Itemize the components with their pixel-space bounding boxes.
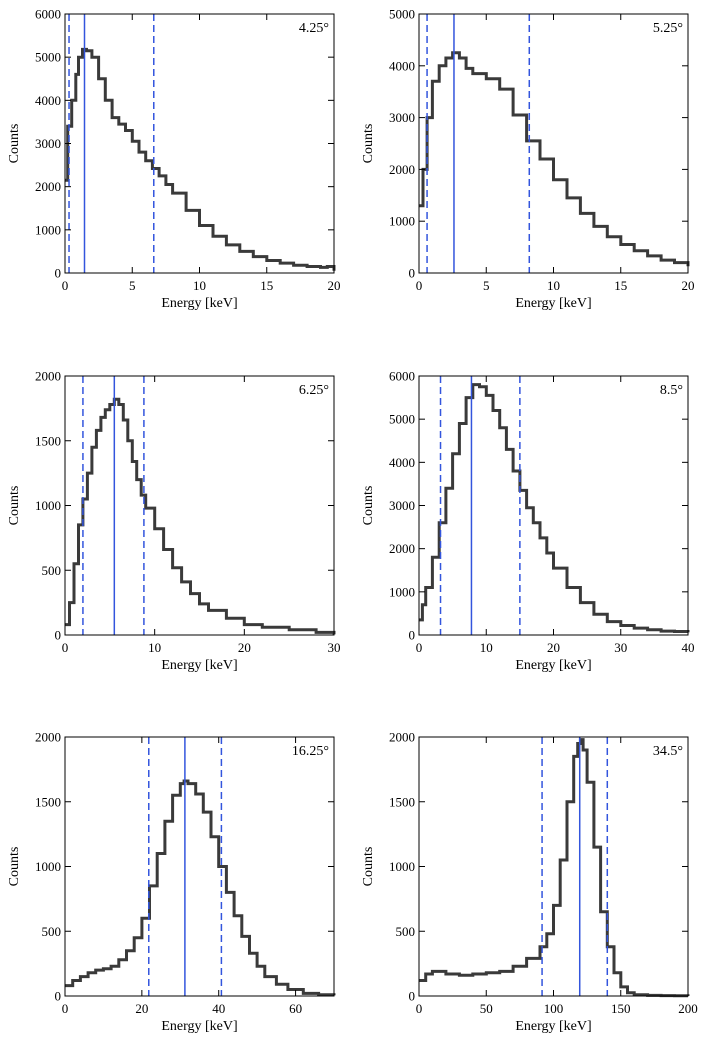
spectrum-line-4: [419, 383, 690, 633]
y-tick-label: 1000: [389, 584, 415, 599]
y-tick-label: 500: [42, 924, 62, 939]
x-axis-title: Energy [keV]: [161, 1019, 237, 1034]
spectrum-line-1: [65, 47, 336, 271]
y-tick-label: 500: [42, 563, 62, 578]
x-axis-title: Energy [keV]: [515, 1019, 591, 1034]
y-tick-label: 2000: [35, 730, 61, 745]
x-tick-label: 20: [135, 1001, 148, 1016]
x-tick-label: 150: [611, 1001, 631, 1016]
x-axis-title: Energy [keV]: [515, 296, 591, 311]
x-tick-label: 0: [416, 278, 423, 293]
x-tick-label: 0: [62, 1001, 69, 1016]
y-tick-label: 5000: [35, 50, 61, 65]
x-tick-label: 40: [212, 1001, 225, 1016]
y-tick-label: 5000: [389, 412, 415, 427]
y-tick-label: 0: [409, 628, 416, 643]
y-tick-label: 3000: [35, 136, 61, 151]
y-tick-label: 1500: [35, 433, 61, 448]
spectrum-line-6: [419, 738, 690, 998]
panel-angle-label: 8.5°: [660, 383, 683, 398]
chart-panel-5: 0 20 40 60 0 500 1000 1500 2000 Energy [keV] Count…: [7, 730, 336, 1034]
chart-panel-4: 0 10 20 30 40 0 1000 2000 3000 4000 5000 6000 Energy…: [361, 369, 695, 674]
x-tick-label: 20: [328, 278, 341, 293]
y-tick-label: 1000: [35, 222, 61, 237]
panel-angle-label: 34.5°: [653, 744, 683, 759]
y-tick-label: 0: [55, 628, 62, 643]
y-tick-label: 5000: [389, 7, 415, 22]
x-tick-label: 20: [238, 640, 251, 655]
x-tick-label: 0: [416, 640, 423, 655]
y-tick-label: 2000: [389, 730, 415, 745]
y-tick-label: 3000: [389, 110, 415, 125]
y-tick-label: 1000: [35, 498, 61, 513]
y-tick-label: 500: [396, 924, 416, 939]
chart-panel-1: 0 5 10 15 20 0 1000 2000 3000 4000 5000 6000 Energy …: [7, 7, 341, 312]
y-tick-label: 2000: [389, 541, 415, 556]
y-tick-label: 1500: [389, 794, 415, 809]
y-tick-label: 3000: [389, 498, 415, 513]
x-tick-label: 50: [480, 1001, 493, 1016]
y-tick-label: 2000: [35, 369, 61, 384]
panel-angle-label: 16.25°: [292, 744, 329, 759]
y-axis-title: Counts: [361, 847, 376, 887]
x-axis-title: Energy [keV]: [161, 296, 237, 311]
chart-panel-3: 0 10 20 30 0 500 1000 1500 2000 Energy [keV] Count…: [7, 369, 341, 674]
x-tick-label: 40: [682, 640, 695, 655]
x-tick-label: 30: [328, 640, 341, 655]
y-axis-title: Counts: [361, 486, 376, 526]
y-tick-label: 6000: [35, 7, 61, 22]
y-tick-label: 0: [409, 266, 416, 281]
y-tick-label: 1000: [389, 859, 415, 874]
y-tick-label: 0: [409, 989, 416, 1004]
panel-angle-label: 4.25°: [299, 21, 329, 36]
x-tick-label: 15: [260, 278, 273, 293]
y-axis-title: Counts: [7, 847, 22, 887]
y-tick-label: 6000: [389, 369, 415, 384]
x-axis-title: Energy [keV]: [161, 658, 237, 673]
x-tick-label: 100: [544, 1001, 564, 1016]
x-tick-label: 5: [483, 278, 490, 293]
x-tick-label: 20: [682, 278, 695, 293]
axes-frame: [418, 375, 689, 636]
panel-angle-label: 6.25°: [299, 383, 329, 398]
y-axis-title: Counts: [7, 124, 22, 164]
y-axis-title: Counts: [7, 486, 22, 526]
y-tick-label: 1000: [35, 859, 61, 874]
axes-frame: [418, 736, 689, 997]
x-tick-label: 15: [614, 278, 627, 293]
y-tick-label: 0: [55, 266, 62, 281]
y-tick-label: 1000: [389, 214, 415, 229]
x-tick-label: 30: [614, 640, 627, 655]
x-tick-label: 60: [289, 1001, 302, 1016]
x-tick-label: 10: [148, 640, 161, 655]
y-axis-title: Counts: [361, 124, 376, 164]
x-tick-label: 0: [416, 1001, 423, 1016]
y-tick-label: 0: [55, 989, 62, 1004]
panel-angle-label: 5.25°: [653, 21, 683, 36]
spectrum-line-3: [65, 397, 336, 635]
y-tick-label: 4000: [389, 58, 415, 73]
axes-frame: [64, 13, 335, 274]
x-tick-label: 5: [129, 278, 136, 293]
y-tick-label: 2000: [389, 162, 415, 177]
x-tick-label: 10: [193, 278, 206, 293]
x-tick-label: 0: [62, 640, 69, 655]
x-tick-label: 0: [62, 278, 69, 293]
y-tick-label: 1500: [35, 794, 61, 809]
x-tick-label: 10: [480, 640, 493, 655]
y-tick-label: 4000: [389, 455, 415, 470]
x-axis-title: Energy [keV]: [515, 658, 591, 673]
x-tick-label: 20: [547, 640, 560, 655]
x-tick-label: 10: [547, 278, 560, 293]
axes-frame: [64, 736, 335, 997]
y-tick-label: 2000: [35, 179, 61, 194]
y-tick-label: 4000: [35, 93, 61, 108]
spectrum-line-5: [65, 779, 336, 997]
spectrum-line-2: [419, 51, 690, 267]
chart-panel-2: 0 5 10 15 20 0 1000 2000 3000 4000 5000 Energy [keV…: [361, 7, 695, 312]
x-tick-label: 200: [678, 1001, 698, 1016]
